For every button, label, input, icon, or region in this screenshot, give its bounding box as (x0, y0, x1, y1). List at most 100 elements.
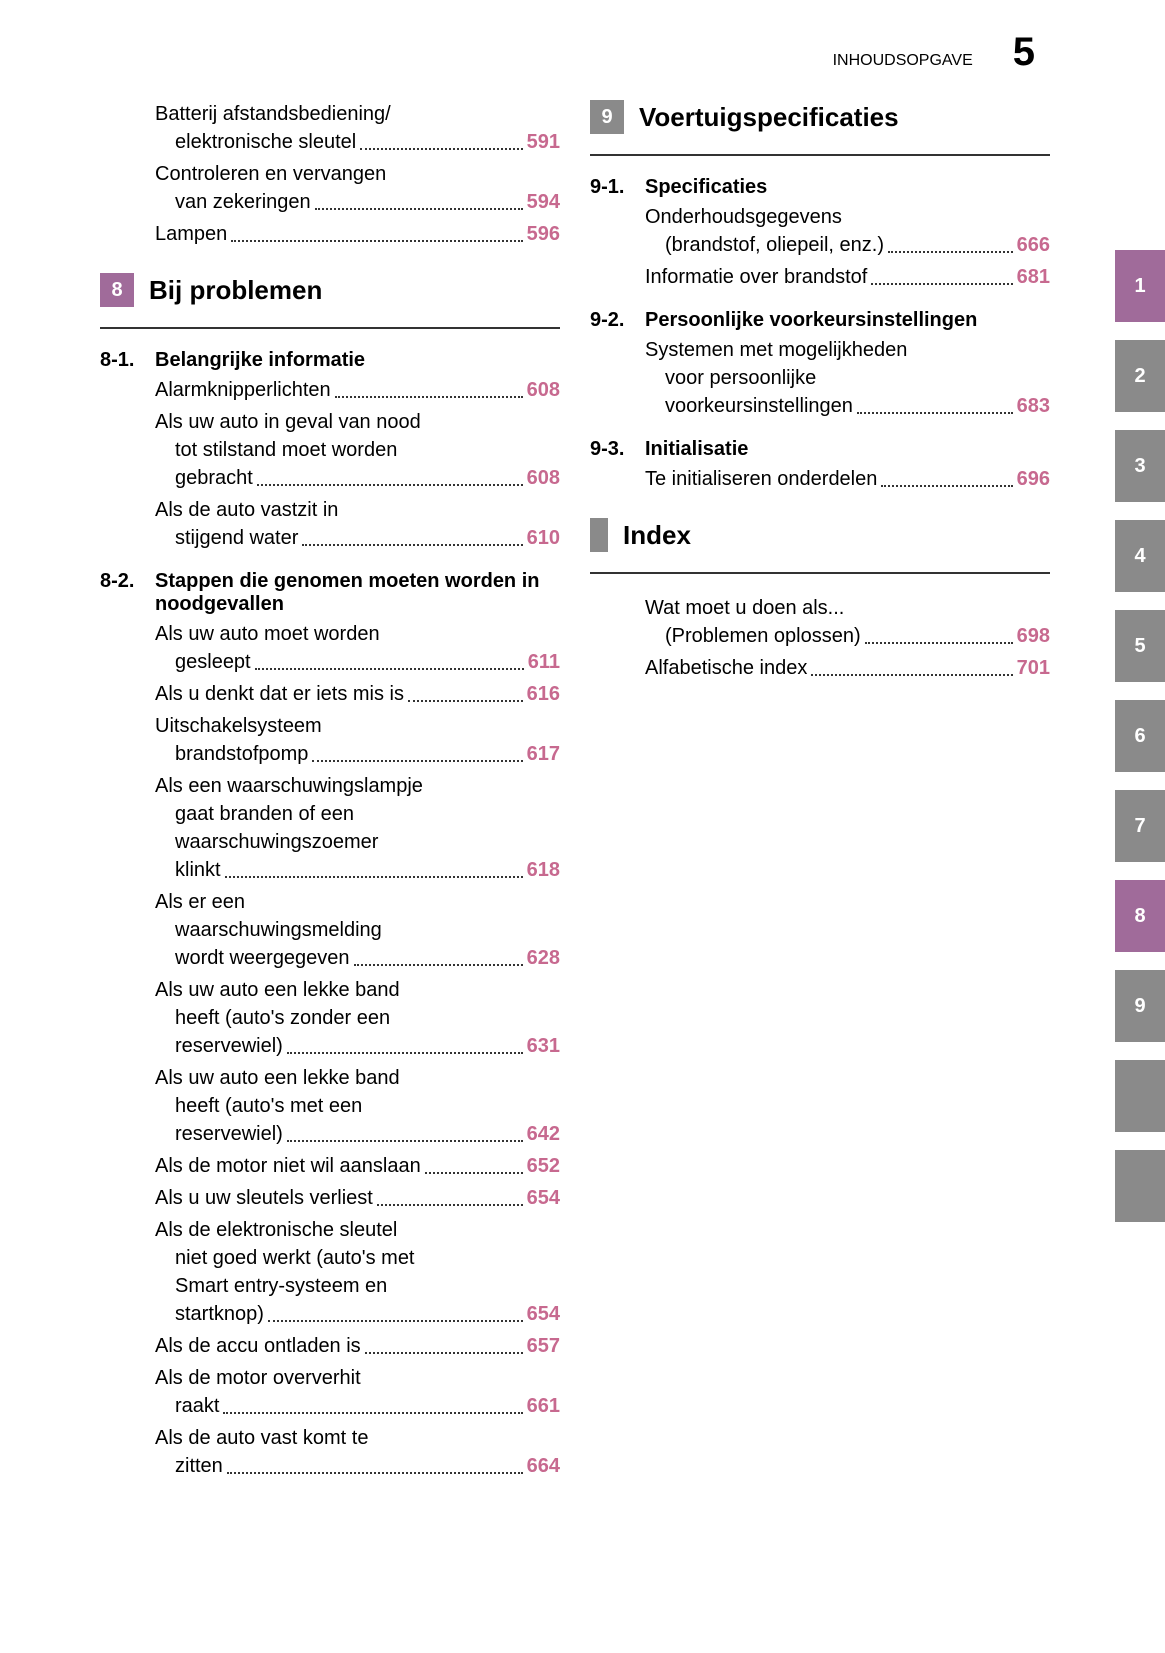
toc-entry-row: zitten664 (100, 1452, 560, 1480)
toc-entry-row: stijgend water 610 (100, 524, 560, 552)
toc-text: Als de accu ontladen is (155, 1332, 361, 1360)
toc-text-line: gaat branden of een (100, 800, 560, 828)
toc-text: van zekeringen (175, 188, 311, 216)
side-tab-1[interactable]: 1 (1115, 250, 1165, 322)
toc-text-line: tot stilstand moet worden (100, 436, 560, 464)
toc-entry-row: Lampen596 (100, 220, 560, 248)
toc-text: Als u uw sleutels verliest (155, 1184, 373, 1212)
toc-entry: Lampen596 (100, 220, 560, 248)
side-tab-5[interactable]: 5 (1115, 610, 1165, 682)
toc-text: Alarmknipperlichten (155, 376, 331, 404)
toc-entry-row: voorkeursinstellingen683 (590, 392, 1050, 420)
side-tab-2[interactable]: 2 (1115, 340, 1165, 412)
toc-page-number: 652 (527, 1152, 560, 1180)
toc-page-number: 616 (527, 680, 560, 708)
toc-text-line: Als uw auto een lekke band (100, 976, 560, 1004)
toc-text: Informatie over brandstof (645, 263, 867, 291)
toc-leader-dots (811, 674, 1012, 676)
chapter-8-badge: 8 (100, 273, 134, 307)
toc-text: reservewiel) (175, 1032, 283, 1060)
toc-text-line: Controleren en vervangen (100, 160, 560, 188)
toc-leader-dots (227, 1472, 523, 1474)
toc-entry: Als er eenwaarschuwingsmeldingwordt weer… (100, 888, 560, 972)
toc-leader-dots (881, 485, 1012, 487)
toc-text-line: Als uw auto in geval van nood (100, 408, 560, 436)
toc-text: Lampen (155, 220, 227, 248)
toc-entry: Als u denkt dat er iets mis is 616 (100, 680, 560, 708)
toc-text: wordt weergegeven (175, 944, 350, 972)
toc-leader-dots (287, 1140, 523, 1142)
toc-leader-dots (231, 240, 522, 242)
toc-text-line: niet goed werkt (auto's met (100, 1244, 560, 1272)
side-tab-3[interactable]: 3 (1115, 430, 1165, 502)
toc-text-line: waarschuwingsmelding (100, 916, 560, 944)
toc-leader-dots (335, 396, 523, 398)
toc-page-number: 654 (527, 1300, 560, 1328)
side-tab-8[interactable]: 8 (1115, 880, 1165, 952)
toc-page-number: 617 (527, 740, 560, 768)
toc-entry: Batterij afstandsbediening/elektronische… (100, 100, 560, 156)
toc-entry: Te initialiseren onderdelen 696 (590, 465, 1050, 493)
toc-leader-dots (257, 484, 523, 486)
toc-leader-dots (408, 700, 523, 702)
toc-leader-dots (223, 1412, 522, 1414)
toc-entry-row: gesleept611 (100, 648, 560, 676)
toc-text: Alfabetische index (645, 654, 807, 682)
toc-page-number: 696 (1017, 465, 1050, 493)
toc-entry-row: Informatie over brandstof681 (590, 263, 1050, 291)
index-header: Index (590, 518, 1050, 552)
toc-text: (brandstof, oliepeil, enz.) (665, 231, 884, 259)
toc-leader-dots (225, 876, 523, 878)
divider (590, 154, 1050, 156)
toc-text-line: heeft (auto's met een (100, 1092, 560, 1120)
toc-text: gebracht (175, 464, 253, 492)
toc-entry: Als de elektronische sleutelniet goed we… (100, 1216, 560, 1328)
toc-entry: Als u uw sleutels verliest654 (100, 1184, 560, 1212)
toc-entry-row: startknop)654 (100, 1300, 560, 1328)
subsection-title: Belangrijke informatie (155, 349, 560, 372)
toc-leader-dots (377, 1204, 523, 1206)
toc-text-line: Als er een (100, 888, 560, 916)
side-tab-4[interactable]: 4 (1115, 520, 1165, 592)
toc-text-line: Als de auto vastzit in (100, 496, 560, 524)
toc-entry-row: Als de accu ontladen is 657 (100, 1332, 560, 1360)
toc-text: reservewiel) (175, 1120, 283, 1148)
toc-entry: Als een waarschuwingslampjegaat branden … (100, 772, 560, 884)
toc-text: gesleept (175, 648, 251, 676)
toc-page-number: 610 (527, 524, 560, 552)
subsection-num: 9-1. (590, 176, 645, 199)
toc-page-number: 666 (1017, 231, 1050, 259)
toc-leader-dots (312, 760, 522, 762)
side-tab-7[interactable]: 7 (1115, 790, 1165, 862)
toc-text: Te initialiseren onderdelen (645, 465, 877, 493)
chapter-8-title: Bij problemen (149, 275, 322, 306)
side-tab-9[interactable]: 9 (1115, 970, 1165, 1042)
subsection-8-2: 8-2. Stappen die genomen moeten worden i… (100, 570, 560, 616)
toc-entry: Als de motor oververhitraakt661 (100, 1364, 560, 1420)
toc-text: raakt (175, 1392, 219, 1420)
toc-entry-row: Als u denkt dat er iets mis is 616 (100, 680, 560, 708)
toc-page-number: 642 (527, 1120, 560, 1148)
toc-entry-row: Alfabetische index701 (590, 654, 1050, 682)
toc-entry-row: Alarmknipperlichten608 (100, 376, 560, 404)
toc-page-number: 608 (527, 464, 560, 492)
toc-leader-dots (365, 1352, 523, 1354)
toc-entry-row: van zekeringen594 (100, 188, 560, 216)
chapter-9-header: 9 Voertuigspecificaties (590, 100, 1050, 134)
left-column: Batterij afstandsbediening/elektronische… (100, 100, 560, 1484)
toc-page-number: 657 (527, 1332, 560, 1360)
header-title: INHOUDSOPGAVE (833, 52, 973, 70)
toc-entry: Onderhoudsgegevens(brandstof, oliepeil, … (590, 203, 1050, 259)
toc-page-number: 683 (1017, 392, 1050, 420)
toc-entry-row: wordt weergegeven628 (100, 944, 560, 972)
toc-entry: Als de motor niet wil aanslaan652 (100, 1152, 560, 1180)
toc-entry-row: reservewiel) 642 (100, 1120, 560, 1148)
toc-leader-dots (871, 283, 1012, 285)
subsection-9-2: 9-2. Persoonlijke voorkeursinstellingen (590, 309, 1050, 332)
toc-text: (Problemen oplossen) (665, 622, 861, 650)
toc-text: stijgend water (175, 524, 298, 552)
toc-leader-dots (857, 412, 1013, 414)
toc-text: Als u denkt dat er iets mis is (155, 680, 404, 708)
side-tab-6[interactable]: 6 (1115, 700, 1165, 772)
toc-leader-dots (888, 251, 1013, 253)
